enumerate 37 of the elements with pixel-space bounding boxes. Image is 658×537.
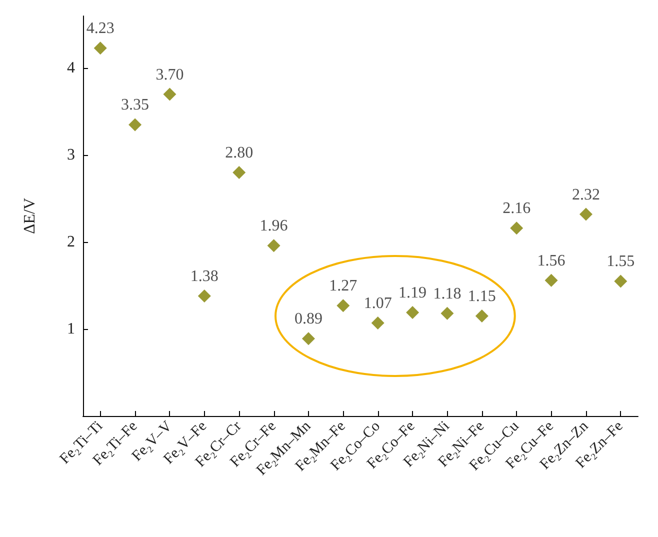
y-tick-label: 4 [67,60,75,77]
data-label: 1.19 [398,284,427,302]
point [371,316,384,330]
data-label: 2.32 [572,186,600,204]
data-label: 1.18 [433,285,462,302]
data-label: 3.70 [156,66,184,84]
y-tick-label: 1 [67,320,75,338]
point [302,332,315,346]
data-label: 1.27 [329,278,358,295]
point [475,310,488,322]
data-label: 0.89 [294,310,322,328]
point [336,299,350,312]
point [267,239,280,252]
data-label: 1.55 [606,253,635,270]
data-label: 4.23 [86,20,114,38]
data-label: 1.56 [537,252,566,270]
data-label: 2.16 [502,200,531,218]
point [94,42,107,55]
y-tick-label: 2 [67,234,75,251]
data-label: 2.80 [225,144,254,162]
point [198,290,211,302]
data-label: 1.96 [260,218,288,235]
point [163,88,176,101]
point [406,306,420,320]
point [510,222,524,235]
point [440,306,454,320]
y-tick-label: 3 [67,146,75,164]
point [579,208,592,221]
data-label: 1.07 [364,294,392,312]
point [614,274,628,288]
point [128,118,142,132]
data-label: 1.38 [190,268,218,285]
data-label: 3.35 [121,96,150,114]
point [544,274,558,287]
y-axis-title: ΔE/V [22,198,38,234]
data-label: 1.15 [468,288,496,305]
point [232,166,246,180]
